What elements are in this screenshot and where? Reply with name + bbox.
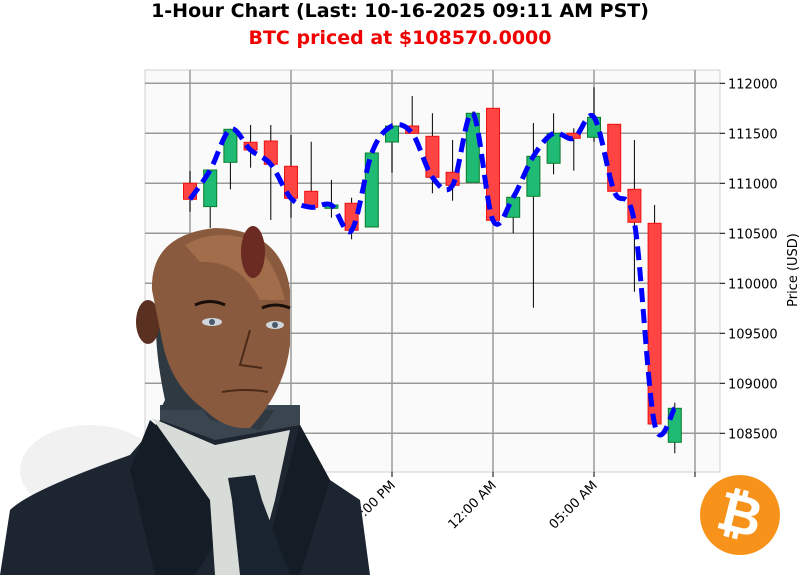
dashed-price-line — [187, 110, 677, 438]
y-tick-label: 108500 — [728, 427, 778, 442]
y-tick-label: 109000 — [728, 377, 778, 392]
x-tick-label: 12:00 AM — [446, 478, 500, 532]
y-tick-label: 111000 — [728, 177, 778, 192]
y-tick-label: 110500 — [728, 227, 778, 242]
candle — [546, 113, 561, 175]
candle — [284, 135, 298, 218]
chart-subtitle: BTC priced at $108570.0000 — [248, 27, 552, 49]
y-tick-label: 109500 — [728, 327, 778, 342]
android-businessman-illustration — [0, 226, 370, 575]
candle — [223, 128, 238, 190]
candle — [647, 205, 662, 425]
candle-body-up — [526, 155, 541, 197]
y-tick-label: 112000 — [728, 77, 778, 92]
y-axis-label: Price (USD) — [786, 233, 800, 307]
candle-body-down — [425, 135, 440, 178]
candle-body-up — [465, 112, 480, 183]
y-tick-label: 110000 — [728, 277, 778, 292]
candle-body-up — [223, 128, 238, 163]
y-axis: 108500 109000 109500 110000 110500 111000 1115… — [720, 77, 778, 442]
x-tick-label: 05:00 AM — [547, 478, 601, 532]
bitcoin-logo-icon: ₿ — [700, 475, 780, 555]
chart-title: 1-Hour Chart (Last: 10-16-2025 09:11 AM … — [151, 0, 649, 22]
candle — [465, 111, 480, 183]
y-tick-label: 111500 — [728, 127, 778, 142]
